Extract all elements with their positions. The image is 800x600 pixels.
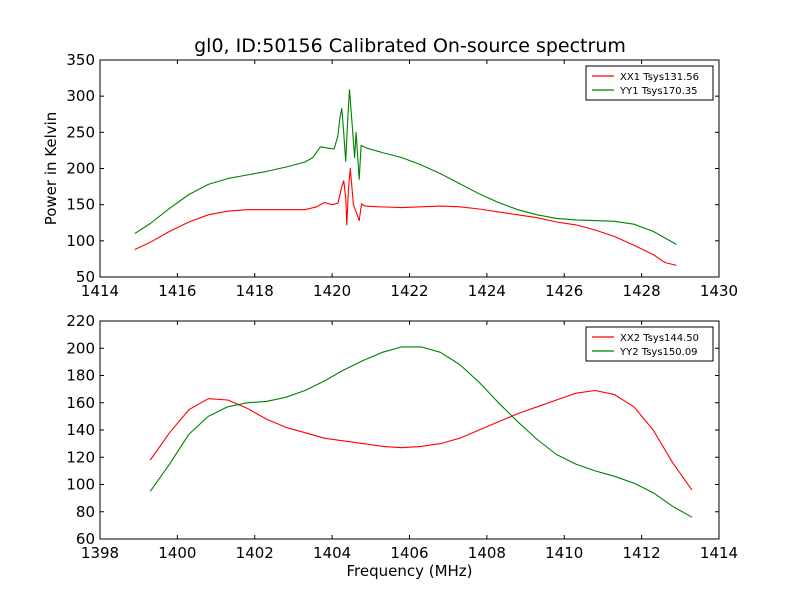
series-line-2-2 [149,346,693,518]
y-axis-label: Power in Kelvin [42,112,60,226]
x-tick-label: 1414 [81,282,119,300]
y-tick-label: 180 [66,367,95,385]
y-tick-label: 250 [66,123,95,141]
x-tick-label: 1412 [623,544,661,562]
legend-label: XX1 Tsys131.56 [620,72,699,83]
y-tick-label: 100 [66,476,95,494]
y-tick-label: 160 [66,394,95,412]
x-tick-label: 1408 [468,544,506,562]
y-tick-label: 220 [66,312,95,330]
x-tick-label: 1430 [700,282,738,300]
x-axis-label: Frequency (MHz) [346,562,472,580]
x-tick-label: 1420 [313,282,351,300]
y-tick-label: 50 [76,268,95,286]
x-tick-label: 1402 [236,544,274,562]
y-tick-label: 120 [66,448,95,466]
subplot-1: 1414 1416 1418 1420 1422 1424 1426 1428 1430 50 10… [42,51,738,300]
x-tick-label: 1414 [700,544,738,562]
y-tick-label: 140 [66,421,95,439]
x-tick-label: 1400 [158,544,196,562]
y-tick-label: 200 [66,339,95,357]
x-tick-label: 1428 [623,282,661,300]
x-tick-label: 1406 [390,544,428,562]
series-line-1-2 [134,89,677,245]
series-line-2-1 [149,389,693,491]
legend-label: XX2 Tsys144.50 [620,333,699,344]
y-tick-label: 200 [66,160,95,178]
y-tick-label: 300 [66,87,95,105]
x-tick-label: 1424 [468,282,506,300]
legend-box [585,326,714,362]
legend: XX1 Tsys131.56 YY1 Tsys170.35 [585,65,714,101]
y-tick-label: 100 [66,232,95,250]
legend-box [585,65,714,101]
x-tick-label: 1404 [313,544,351,562]
chart-title: gl0, ID:50156 Calibrated On-source spect… [194,35,626,57]
x-tick-label: 1426 [545,282,583,300]
x-tick-label: 1410 [545,544,583,562]
subplots: 1414 1416 1418 1420 1422 1424 1426 1428 1430 50 10… [42,51,738,580]
y-tick-label: 350 [66,51,95,69]
x-tick-label: 1416 [158,282,196,300]
y-tick-label: 150 [66,196,95,214]
legend: XX2 Tsys144.50 YY2 Tsys150.09 [585,326,714,362]
x-tick-label: 1418 [236,282,274,300]
legend-label: YY2 Tsys150.09 [619,347,698,358]
y-tick-label: 60 [76,530,95,548]
subplot-2: 1398 1400 1402 1404 1406 1408 1410 1412 1414 60 80… [66,312,738,580]
series-line-1-1 [134,167,677,266]
x-tick-label: 1398 [81,544,119,562]
y-tick-label: 80 [76,503,95,521]
legend-label: YY1 Tsys170.35 [619,86,698,97]
x-tick-label: 1422 [390,282,428,300]
